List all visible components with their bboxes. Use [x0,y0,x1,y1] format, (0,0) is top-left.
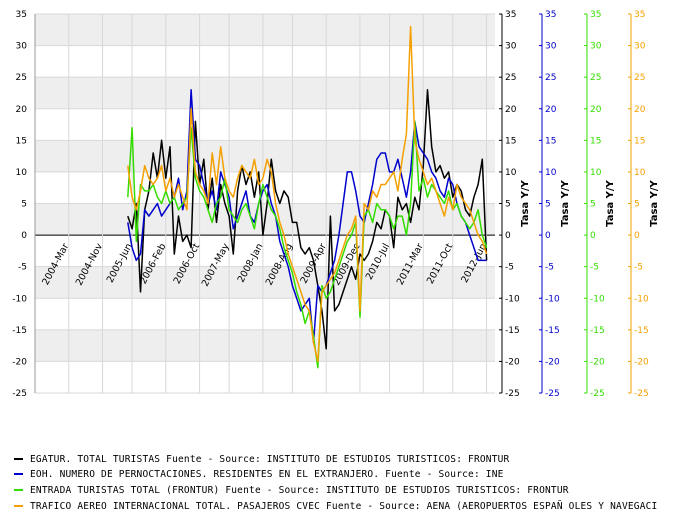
axis-tick-label: 20 [590,105,602,115]
legend-label: ENTRADA TURISTAS TOTAL (FRONTUR) Fuente … [30,485,569,496]
axis-tick-label: 35 [634,10,645,20]
y-tick-label: -20 [12,357,27,367]
plot-band [35,77,495,109]
axis-tick-label: 10 [505,168,517,178]
y-tick-label: -25 [12,389,27,399]
axis-title: Tasa Y/Y [605,179,616,226]
right-axis-3: -25 -20 -15 -10 -5 0 5 10 15 20 25 30 35 Tasa Y/Y [628,10,660,399]
legend-item-frontur: ENTRADA TURISTAS TOTAL (FRONTUR) Fuente … [14,485,569,499]
y-tick-label: 25 [16,73,27,83]
right-axis-2: -25 -20 -15 -10 -5 0 5 10 15 20 25 30 35 Tasa Y/Y [584,10,616,399]
right-axis-1: -25 -20 -15 -10 -5 0 5 10 15 20 25 30 35 Tasa Y/Y [539,10,571,399]
axis-tick-label: 5 [590,200,596,210]
axis-tick-label: 15 [545,136,556,146]
legend-swatch-black [14,457,23,460]
y-tick-label: 10 [16,168,28,178]
axis-tick-label: 15 [634,136,645,146]
axis-tick-label: 35 [590,10,601,20]
plot-band [35,266,495,299]
axis-tick-label: -10 [505,294,520,304]
axis-tick-label: 5 [545,200,551,210]
axis-tick-label: 25 [505,73,516,83]
axis-tick-label: -20 [505,357,520,367]
axis-tick-label: 35 [505,10,516,20]
legend-label: TRAFICO AEREO INTERNACIONAL TOTAL. PASAJ… [30,501,658,512]
axis-tick-label: -10 [545,294,560,304]
axis-tick-label: -15 [634,326,649,336]
axis-tick-label: 30 [590,42,602,52]
axis-tick-label: 35 [545,10,556,20]
axis-tick-label: 30 [505,42,517,52]
axis-tick-label: 25 [590,73,601,83]
legend-label: EGATUR. TOTAL TURISTAS Fuente - Source: … [30,454,510,465]
y-tick-label: -10 [12,294,27,304]
legend-item-egatur: EGATUR. TOTAL TURISTAS Fuente - Source: … [14,454,509,468]
axis-title: Tasa Y/Y [649,179,660,226]
axis-tick-label: -5 [505,263,514,273]
axis-tick-label: 20 [505,105,517,115]
legend-label: EOH. NUMERO DE PERNOCTACIONES. RESIDENTE… [30,469,504,480]
series-line-3 [127,25,488,363]
plot-band [35,14,495,46]
legend-swatch-green [14,488,23,491]
axis-tick-label: 5 [634,200,640,210]
axis-tick-label: -20 [545,357,560,367]
axis-tick-label: 0 [590,231,596,241]
legend-item-eoh: EOH. NUMERO DE PERNOCTACIONES. RESIDENTE… [14,469,504,483]
y-tick-label: 5 [21,200,27,210]
axis-tick-label: -10 [634,294,649,304]
y-tick-label: 0 [21,231,27,241]
axis-tick-label: 0 [634,231,640,241]
axis-tick-label: -25 [545,389,560,399]
axis-tick-label: 20 [634,105,646,115]
axis-tick-label: 30 [634,42,646,52]
axis-tick-label: 0 [505,231,511,241]
series-line-0 [127,89,488,350]
axis-tick-label: 25 [545,73,556,83]
legend-item-aena: TRAFICO AEREO INTERNACIONAL TOTAL. PASAJ… [14,501,657,515]
axis-tick-label: 10 [545,168,557,178]
axis-tick-label: 5 [505,200,511,210]
legend-swatch-blue [14,472,23,475]
axis-tick-label: 15 [590,136,601,146]
y-tick-label: 30 [16,42,28,52]
axis-tick-label: -15 [590,326,605,336]
legend-swatch-orange [14,504,23,507]
plot-band [35,329,495,362]
axis-tick-label: -5 [545,263,554,273]
axis-tick-label: 10 [634,168,646,178]
y-tick-label: -15 [12,326,27,336]
axis-title: Tasa Y/Y [520,179,531,226]
axis-tick-label: 15 [505,136,516,146]
axis-tick-label: -15 [505,326,520,336]
axis-tick-label: -10 [590,294,605,304]
axis-tick-label: 25 [634,73,645,83]
axis-tick-label: -15 [545,326,560,336]
series-lines [127,25,488,369]
axis-tick-label: -25 [634,389,649,399]
axis-tick-label: -20 [634,357,649,367]
axis-tick-label: -5 [590,263,599,273]
y-tick-label: -5 [18,263,27,273]
axis-tick-label: 30 [545,42,557,52]
axis-title: Tasa Y/Y [560,179,571,226]
axis-tick-label: 0 [545,231,551,241]
gridlines [34,13,495,394]
right-axis-0: -25 -20 -15 -10 -5 0 5 10 15 20 25 30 35 Tasa Y/Y [499,10,531,399]
axis-tick-label: -5 [634,263,643,273]
axis-tick-label: 10 [590,168,602,178]
axis-tick-label: -25 [505,389,520,399]
y-tick-label: 20 [16,105,28,115]
y-tick-label: 15 [16,136,27,146]
axes: -25 -20 -15 -10 -5 0 5 10 15 20 25 30 35 -25 -20 -15 -10… [12,10,660,399]
y-tick-label: 35 [16,10,27,20]
axis-tick-label: -25 [590,389,605,399]
axis-tick-label: 20 [545,105,557,115]
axis-tick-label: -20 [590,357,605,367]
